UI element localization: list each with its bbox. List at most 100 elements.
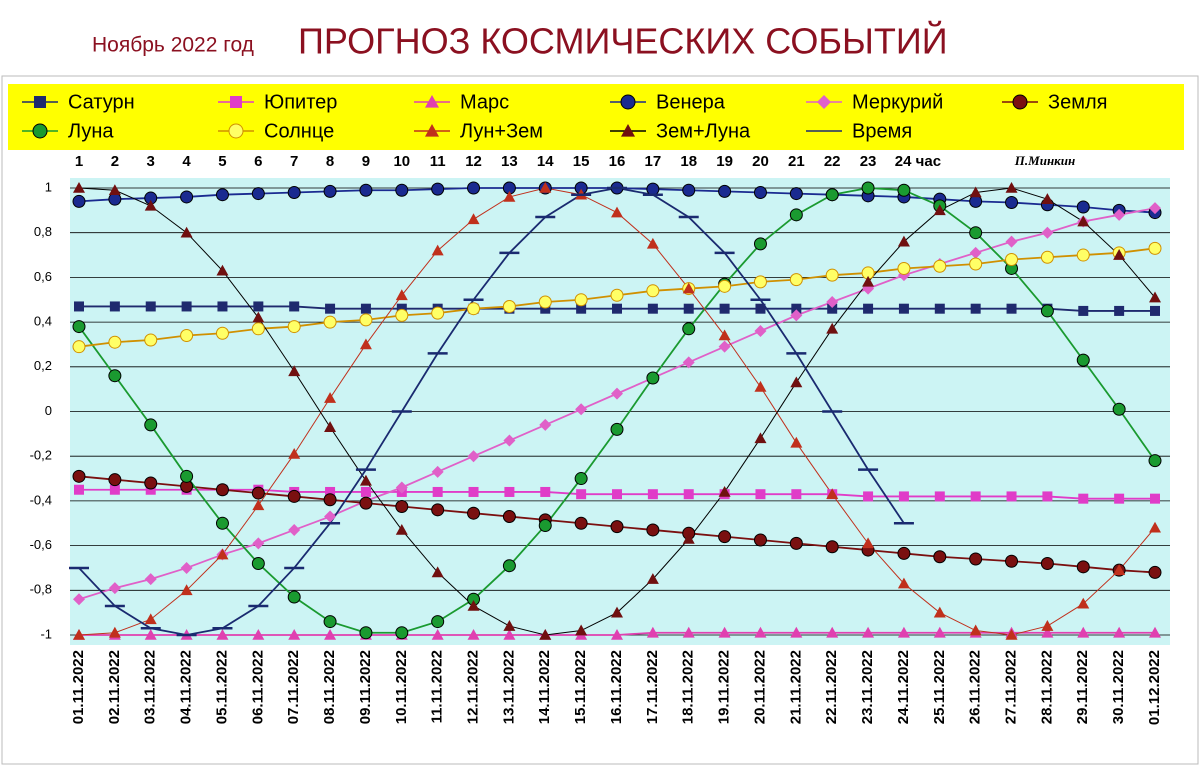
point <box>467 450 480 463</box>
x-tick-label: 27.11.2022 <box>1003 650 1020 724</box>
point <box>897 577 910 589</box>
x-tick-label: 20.11.2022 <box>751 650 768 724</box>
point <box>611 206 623 218</box>
point <box>359 496 373 510</box>
legend-marker <box>32 123 48 139</box>
point <box>826 488 839 499</box>
point <box>646 523 660 537</box>
legend-marker <box>621 124 635 137</box>
point <box>396 303 407 314</box>
y-tick-label: -1 <box>40 626 52 641</box>
point <box>753 185 767 199</box>
point <box>215 188 229 202</box>
point <box>719 303 730 314</box>
point <box>1114 493 1125 504</box>
point <box>790 309 803 322</box>
point <box>431 629 444 640</box>
point <box>540 486 551 497</box>
point <box>862 275 875 287</box>
point <box>74 484 84 495</box>
point <box>395 289 408 301</box>
point <box>1113 249 1126 260</box>
point <box>144 476 158 490</box>
point <box>1113 564 1126 575</box>
point <box>72 194 86 208</box>
point <box>1005 235 1018 248</box>
point <box>1040 556 1054 570</box>
point <box>108 626 121 638</box>
point <box>1005 554 1019 568</box>
point <box>502 299 516 313</box>
x-tick-label: 15.11.2022 <box>572 650 589 724</box>
point <box>287 489 301 503</box>
point <box>969 552 983 566</box>
point <box>431 244 444 256</box>
point <box>252 499 265 511</box>
point <box>216 629 229 640</box>
point <box>324 392 337 403</box>
point <box>323 493 337 507</box>
point <box>145 484 156 495</box>
point <box>503 190 516 202</box>
x-tick-label: 16.11.2022 <box>608 650 625 724</box>
chart-subtitle: Ноябрь 2022 год <box>92 34 254 57</box>
point <box>1148 565 1162 579</box>
point <box>898 303 909 314</box>
hour-label: 9 <box>362 153 370 170</box>
point <box>144 199 157 211</box>
x-tick-label: 04.11.2022 <box>178 650 195 724</box>
legend-label: Марс <box>460 91 509 113</box>
point <box>718 626 731 638</box>
point <box>251 187 265 201</box>
point <box>718 340 731 353</box>
y-tick-label: -0,8 <box>30 582 52 597</box>
point <box>647 303 658 314</box>
point <box>1076 353 1090 367</box>
point <box>1078 493 1089 504</box>
x-tick-label: 28.11.2022 <box>1038 650 1055 724</box>
point <box>216 548 229 560</box>
point <box>360 486 371 497</box>
legend-marker <box>230 96 242 108</box>
hour-label: 20 <box>752 153 769 170</box>
point <box>1148 454 1162 468</box>
point <box>611 387 623 400</box>
point <box>683 489 694 500</box>
point <box>253 301 264 312</box>
point <box>72 469 86 483</box>
point <box>789 536 803 550</box>
point <box>825 268 839 282</box>
point <box>825 188 839 202</box>
point <box>287 320 301 334</box>
legend-marker <box>228 123 244 139</box>
point <box>683 303 694 314</box>
point <box>251 486 265 500</box>
point <box>1041 626 1054 638</box>
point <box>933 259 947 273</box>
point <box>467 302 481 316</box>
point <box>431 182 445 196</box>
point <box>646 182 660 196</box>
point <box>180 226 193 238</box>
point <box>467 599 480 611</box>
hour-label: 23 <box>860 153 877 170</box>
legend-label: Солнце <box>264 120 334 142</box>
y-tick-label: -0,6 <box>30 537 52 552</box>
point <box>503 629 516 640</box>
legend-marker <box>1012 94 1028 110</box>
point <box>754 432 767 444</box>
point <box>646 573 659 584</box>
point <box>538 295 552 309</box>
point <box>325 303 336 314</box>
point <box>755 303 766 314</box>
point <box>502 559 516 573</box>
point <box>1149 521 1161 533</box>
x-tick-label: 22.11.2022 <box>823 650 840 724</box>
point <box>861 181 875 195</box>
point <box>1041 226 1054 239</box>
hour-label: 6 <box>254 153 262 170</box>
hour-label: 22 <box>824 153 841 170</box>
author: П.Минкин <box>1014 153 1075 168</box>
point <box>359 313 373 327</box>
